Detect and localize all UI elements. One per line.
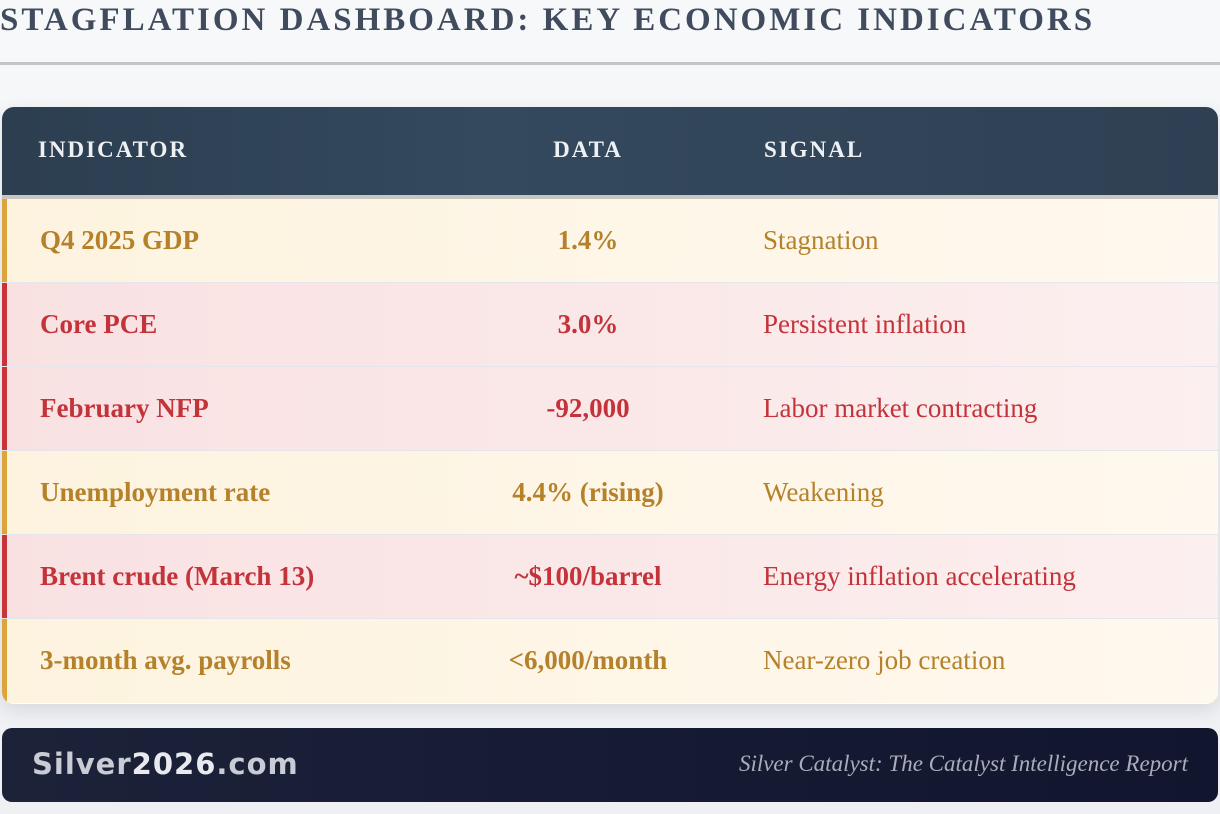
data-cell: -92,000 — [546, 393, 630, 423]
severity-bar — [2, 535, 7, 618]
data-cell: ~$100/barrel — [514, 561, 662, 591]
table-row: Brent crude (March 13) ~$100/barrel Ener… — [2, 535, 1218, 619]
indicators-table: INDICATOR DATA SIGNAL Q4 2025 GDP 1.4% S… — [2, 107, 1218, 704]
table-row: 3-month avg. payrolls <6,000/month Near-… — [2, 619, 1218, 703]
data-cell: <6,000/month — [508, 645, 668, 675]
brand-prefix: Silver — [32, 747, 132, 781]
page-title: STAGFLATION DASHBOARD: KEY ECONOMIC INDI… — [0, 2, 1096, 38]
table-header: INDICATOR DATA SIGNAL — [2, 107, 1218, 195]
brand-number: 2026 — [131, 747, 217, 781]
header-data: DATA — [553, 137, 623, 162]
indicator-cell: February NFP — [40, 393, 209, 423]
data-cell: 3.0% — [557, 309, 619, 339]
footer-tagline: Silver Catalyst: The Catalyst Intelligen… — [738, 751, 1188, 776]
data-cell: 1.4% — [557, 225, 619, 255]
signal-cell: Weakening — [763, 477, 884, 507]
indicator-cell: Q4 2025 GDP — [40, 225, 199, 255]
severity-bar — [2, 619, 7, 703]
data-cell: 4.4% (rising) — [512, 477, 664, 507]
table-row: Q4 2025 GDP 1.4% Stagnation — [2, 199, 1218, 283]
indicator-cell: Core PCE — [40, 309, 158, 339]
signal-cell: Near-zero job creation — [763, 645, 1006, 675]
signal-cell: Persistent inflation — [763, 309, 967, 339]
brand-suffix: .com — [216, 747, 299, 781]
footer-bar: Silver2026.com Silver Catalyst: The Cata… — [2, 728, 1218, 802]
severity-bar — [2, 199, 7, 282]
signal-cell: Labor market contracting — [763, 393, 1038, 423]
table-body: Q4 2025 GDP 1.4% Stagnation Core PCE 3.0… — [2, 199, 1218, 703]
signal-cell: Energy inflation accelerating — [763, 561, 1076, 591]
severity-bar — [2, 451, 7, 534]
site-brand[interactable]: Silver2026.com — [32, 728, 299, 802]
table-row: Core PCE 3.0% Persistent inflation — [2, 283, 1218, 367]
header-signal: SIGNAL — [764, 137, 865, 162]
severity-bar — [2, 283, 7, 366]
indicator-cell: Unemployment rate — [40, 477, 271, 507]
severity-bar — [2, 367, 7, 450]
header-indicator: INDICATOR — [38, 137, 189, 162]
indicator-cell: 3-month avg. payrolls — [40, 645, 291, 675]
indicator-cell: Brent crude (March 13) — [40, 561, 315, 591]
table-row: Unemployment rate 4.4% (rising) Weakenin… — [2, 451, 1218, 535]
table-row: February NFP -92,000 Labor market contra… — [2, 367, 1218, 451]
signal-cell: Stagnation — [763, 225, 879, 255]
title-divider — [0, 62, 1220, 65]
header-divider — [2, 195, 1218, 199]
